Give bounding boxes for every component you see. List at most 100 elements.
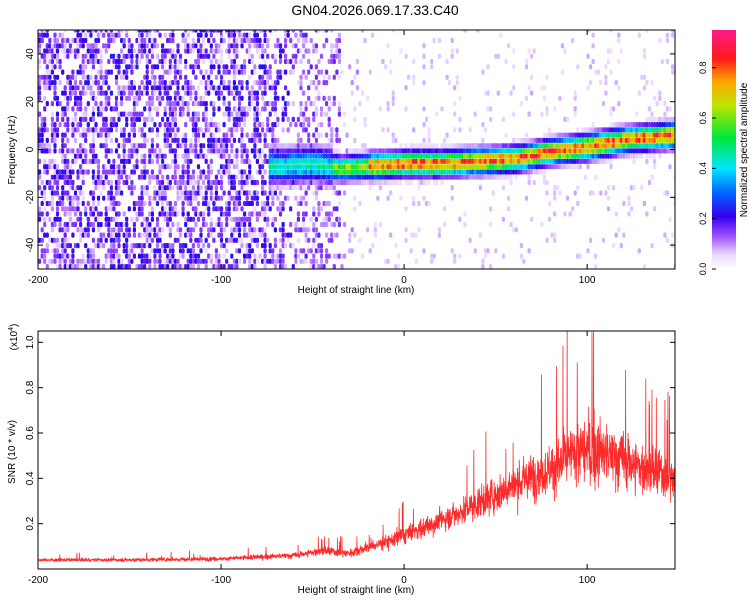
spectrogram-cell	[266, 143, 270, 149]
spectrogram-cell	[322, 164, 326, 170]
spectrogram-cell	[237, 69, 242, 75]
spectrogram-cell	[440, 153, 444, 159]
spectrogram-cell	[140, 211, 144, 217]
spectrogram-cell	[632, 132, 636, 138]
spectrogram-cell	[604, 153, 608, 159]
spectrogram-cell	[202, 132, 206, 138]
spectrogram-cell	[91, 106, 95, 112]
spectrogram-cell	[53, 148, 57, 154]
spectrogram-cell	[184, 153, 188, 159]
spectrogram-cell	[189, 80, 193, 86]
spectrogram-cell	[109, 243, 113, 249]
spectrogram-cell	[458, 127, 462, 133]
spectrogram-cell	[302, 37, 306, 44]
spectrogram-cell	[112, 64, 116, 70]
spectrogram-cell	[255, 80, 259, 86]
spectrogram-cell	[294, 253, 298, 259]
spectrogram-cell	[130, 243, 134, 249]
spectrogram-cell	[617, 227, 621, 233]
spectrogram-cell	[545, 190, 549, 196]
spectrogram-cell	[563, 137, 567, 143]
spectrogram-cell	[391, 137, 395, 143]
spectrogram-cell	[476, 148, 480, 154]
spectrogram-cell	[281, 106, 285, 112]
spectrogram-cell	[240, 116, 244, 122]
spectrogram-cell	[281, 95, 285, 101]
spectrogram-cell	[99, 74, 103, 80]
spectrogram-cell	[312, 221, 316, 228]
spectrogram-cell	[496, 90, 500, 96]
spectrogram-cell	[117, 200, 121, 207]
spectrogram-cell	[248, 227, 252, 233]
spectrogram-cell	[619, 132, 623, 138]
spectrogram-cell	[63, 232, 67, 238]
spectrogram-cell	[104, 132, 108, 138]
spectrogram-cell	[81, 127, 85, 133]
spectrogram-cell	[466, 169, 470, 175]
spectrogram-cell	[540, 153, 544, 159]
spectrogram-cell	[360, 179, 365, 186]
spectrogram-cell	[368, 185, 372, 191]
spectrogram-cell	[166, 216, 170, 222]
spectrogram-cell	[191, 248, 195, 254]
spectrogram-cell	[145, 216, 149, 222]
spectrogram-cell	[622, 122, 626, 128]
spectrogram-cell	[407, 169, 411, 175]
snr-x-tick-label: 0	[401, 575, 407, 586]
spectrogram-cell	[653, 164, 657, 170]
spectrogram-cell	[658, 37, 662, 44]
spectrogram-cell	[353, 153, 357, 159]
spectrogram-cell	[161, 190, 165, 196]
spectrogram-cell	[202, 143, 206, 149]
spectrogram-cell	[537, 158, 541, 164]
spectrogram-cell	[417, 143, 421, 149]
spectrogram-cell	[204, 158, 208, 164]
spectrogram-cell	[219, 53, 224, 59]
spectrogram-cell	[255, 127, 259, 133]
spectrogram-cell	[553, 237, 557, 243]
spectrogram-cell	[635, 111, 639, 117]
spectrogram-cell	[312, 43, 316, 49]
spectrogram-cell	[427, 200, 431, 207]
spectrogram-cell	[576, 164, 580, 170]
spectrogram-cell	[360, 158, 365, 164]
spectrogram-cell	[43, 258, 47, 264]
spectrogram-cell	[245, 190, 249, 196]
spectrogram-cell	[237, 116, 242, 122]
spectrogram-cell	[196, 53, 201, 59]
spectrogram-cell	[642, 74, 646, 80]
spectrogram-cell	[50, 69, 54, 75]
spectrogram-cell	[268, 248, 272, 254]
spectrogram-cell	[255, 111, 259, 117]
spectrogram-cell	[237, 190, 242, 196]
spectrogram-cell	[58, 264, 62, 269]
spectrogram-cell	[202, 101, 206, 107]
spectrogram-cell	[668, 164, 672, 170]
spectrogram-cell	[248, 43, 252, 49]
spectrogram-cell	[427, 143, 431, 149]
spectrogram-cell	[89, 95, 93, 101]
spectrogram-cell	[330, 174, 334, 180]
spectrogram-cell	[107, 95, 111, 101]
spectrogram-cell	[230, 227, 234, 233]
spectrogram-cell	[230, 90, 234, 96]
spectrogram-cell	[345, 148, 349, 154]
spectrogram-cell	[647, 127, 652, 133]
spectrogram-cell	[430, 64, 434, 70]
spectrogram-cell	[340, 158, 344, 164]
spectrogram-cell	[384, 164, 388, 170]
spectrogram-cell	[271, 106, 275, 112]
spectrogram-cell	[317, 248, 321, 254]
spectrogram-cell	[289, 174, 293, 180]
spectrogram-cell	[309, 80, 313, 86]
spectrogram-cell	[81, 195, 85, 201]
spectrogram-cell	[665, 137, 669, 143]
spectrogram-cell	[348, 179, 352, 186]
spectrogram-cell	[589, 127, 593, 133]
spectrogram-cell	[68, 221, 72, 228]
spectrogram-cell	[68, 200, 72, 207]
spectrogram-cell	[217, 195, 221, 201]
spectrogram-cell	[353, 116, 357, 122]
spectrogram-cell	[594, 153, 598, 159]
spectrogram-cell	[501, 153, 505, 159]
